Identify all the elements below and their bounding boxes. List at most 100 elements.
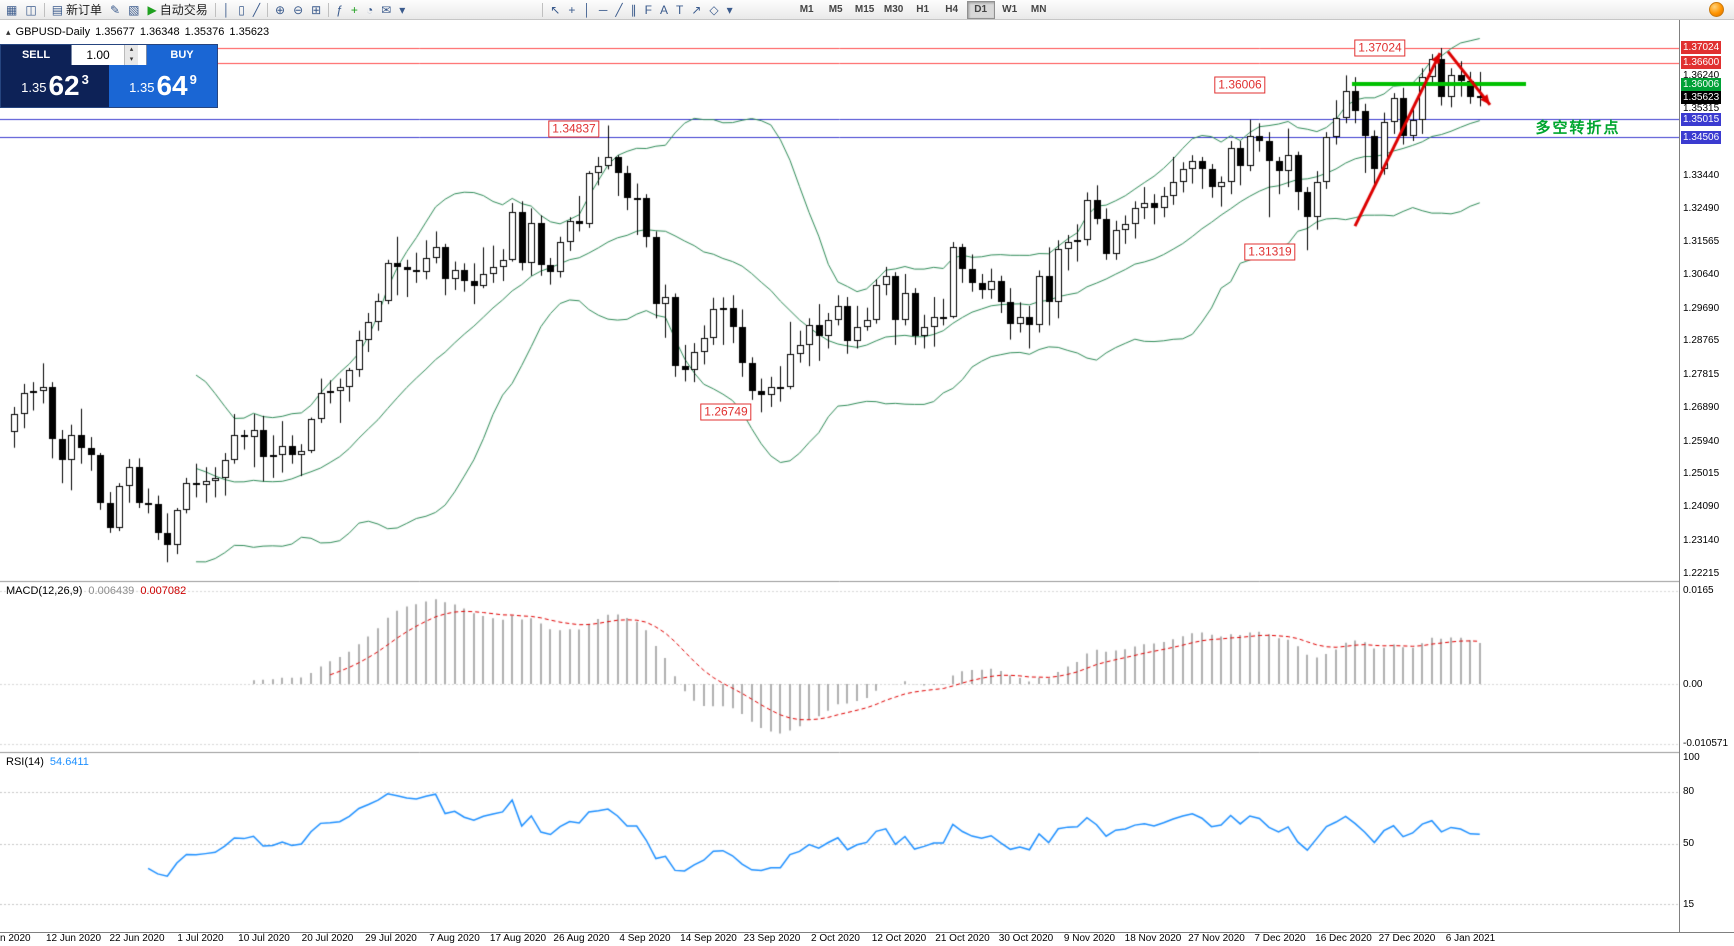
mailbox-icon: ✉ <box>381 2 392 17</box>
date-label: 29 Jul 2020 <box>365 933 417 944</box>
volume-field: ▴ ▾ <box>71 45 147 65</box>
turning-point-note: 多空转折点 <box>1535 119 1621 137</box>
navigator-button[interactable]: ▧ <box>124 0 143 20</box>
timeframe-buttons: M1 M5 M15 M30 H1 H4 D1 W1 MN <box>793 0 1053 19</box>
toolbar: ▦ ◫ ▤ 新订单 ✎ ▧ ▶ 自动交易 │ ▯ ╱ ⊕ ⊖ ⊞ ƒ + ◔ ✉ ▾ ↖ + │ ─ ╱ ∥ F A T ↗ ◇ ▾ M1 M… <box>0 0 1734 20</box>
zoom-out-button[interactable]: ⊖ <box>289 0 307 20</box>
mailbox-button[interactable]: ✉ <box>377 0 395 20</box>
price-scale-label: 1.23140 <box>1683 534 1720 546</box>
text-button[interactable]: A <box>656 0 672 20</box>
price-annotation-tag: 1.34837 <box>548 120 600 138</box>
autotrading-button[interactable]: ▶ 自动交易 <box>143 0 211 20</box>
price-scale-label: 1.30640 <box>1683 268 1720 280</box>
price-scale-label: 1.29690 <box>1683 302 1720 314</box>
objects-dropdown-button[interactable]: ▾ <box>723 0 737 20</box>
macd-main-value: 0.006439 <box>88 585 135 597</box>
date-label: 27 Dec 2020 <box>1378 933 1436 944</box>
volume-down-button[interactable]: ▾ <box>124 55 138 65</box>
crosshair-button[interactable]: + <box>564 0 579 20</box>
fibonacci-icon: F <box>644 2 652 17</box>
horizontal-line-icon: ─ <box>598 2 608 17</box>
price-scale-label: 1.37024 <box>1681 41 1722 55</box>
chart-candlesticks-button[interactable]: ▯ <box>234 0 249 20</box>
price-annotation-tag: 1.36006 <box>1214 76 1266 94</box>
chart-candlesticks-icon: ▯ <box>238 2 245 17</box>
price-scale[interactable]: 1.37024 1.36600 1.36240 1.36006 1.35315 1.356… <box>1679 18 1734 933</box>
timeframe-h4-button[interactable]: H4 <box>945 4 959 15</box>
macd-title: MACD(12,26,9) <box>6 585 83 597</box>
indicators-button[interactable]: ƒ <box>332 0 347 20</box>
toolbar-buttons: ▦ ◫ ▤ 新订单 ✎ ▧ ▶ 自动交易 │ ▯ ╱ ⊕ ⊖ ⊞ ƒ + ◔ ✉ ▾ ↖ + │ ─ ╱ ∥ F A T ↗ ◇ ▾ <box>2 0 737 20</box>
timeframe-mn-button[interactable]: MN <box>1030 4 1047 15</box>
price-scale-label: 1.27815 <box>1683 369 1720 381</box>
rsi-value: 54.6411 <box>49 756 89 768</box>
timeframe-d1-button[interactable]: D1 <box>966 0 995 19</box>
price-scale-label: 1.36006 <box>1681 77 1722 91</box>
timeframe-h1-button[interactable]: H1 <box>916 4 930 15</box>
zoom-in-button[interactable]: ⊕ <box>271 0 289 20</box>
chart-bars-button[interactable]: │ <box>219 0 235 20</box>
indicators-icon: ƒ <box>336 2 343 17</box>
date-label: 14 Sep 2020 <box>680 933 737 944</box>
timeframe-m15-button[interactable]: M15 <box>854 4 875 15</box>
periods-button[interactable]: ◔ <box>362 0 377 20</box>
cursor-icon: ↖ <box>550 2 561 17</box>
one-click-trading-panel: SELL ▴ ▾ BUY 1.35 62 3 1.35 64 <box>0 44 218 108</box>
price-annotation-tag: 1.37024 <box>1354 39 1406 57</box>
price-scale-label: 1.33440 <box>1683 169 1720 181</box>
price-scale-label: 1.32490 <box>1683 203 1720 215</box>
metaeditor-button[interactable]: ✎ <box>106 0 124 20</box>
shapes-button[interactable]: ◇ <box>705 0 722 20</box>
autotrading-icon: ▶ <box>147 2 157 17</box>
price-scale-label: 0.00 <box>1683 678 1703 690</box>
new-chart-button[interactable]: ▦ <box>2 0 21 20</box>
buy-price-point: 9 <box>189 72 197 87</box>
buy-header: BUY <box>147 45 217 65</box>
arrows-tool-button[interactable]: ↗ <box>687 0 705 20</box>
sell-button[interactable]: 1.35 62 3 <box>1 65 109 107</box>
time-scale[interactable]: Jun 2020 12 Jun 2020 22 Jun 2020 1 Jul 2020… <box>0 932 1734 946</box>
vertical-line-icon: │ <box>583 2 591 17</box>
date-label: 12 Jun 2020 <box>45 933 102 944</box>
equidistant-channel-button[interactable]: ∥ <box>627 0 641 20</box>
add-indicator-icon: + <box>350 2 358 17</box>
volume-input[interactable] <box>72 45 124 65</box>
volume-up-button[interactable]: ▴ <box>124 45 138 55</box>
templates-dropdown-button[interactable]: ▾ <box>395 0 409 20</box>
rsi-label: RSI(14) 54.6411 <box>6 756 89 768</box>
price-scale-label: 80 <box>1683 786 1695 798</box>
timeframe-m5-button[interactable]: M5 <box>828 4 843 15</box>
symbol-icon: ▴ <box>6 26 11 37</box>
arrows-tool-icon: ↗ <box>691 2 702 17</box>
text-icon: A <box>659 2 668 17</box>
date-label: 10 Jul 2020 <box>238 933 290 944</box>
horizontal-line-button[interactable]: ─ <box>595 0 612 20</box>
text-label-button[interactable]: T <box>672 0 687 20</box>
new-chart-icon: ▦ <box>6 2 18 17</box>
ohlc-high: 1.36348 <box>139 26 180 38</box>
tile-windows-button[interactable]: ⊞ <box>307 0 325 20</box>
zoom-out-icon: ⊖ <box>293 2 304 17</box>
add-indicator-button[interactable]: + <box>347 0 362 20</box>
trendline-button[interactable]: ╱ <box>611 0 626 20</box>
fibonacci-button[interactable]: F <box>641 0 656 20</box>
vertical-line-button[interactable]: │ <box>579 0 595 20</box>
timeframe-m1-button[interactable]: M1 <box>799 4 814 15</box>
navigator-icon: ▧ <box>128 2 140 17</box>
sell-price-pips: 62 <box>48 70 80 101</box>
autotrading-label: 自动交易 <box>159 3 208 17</box>
main-chart-canvas[interactable] <box>0 18 1679 933</box>
timeframe-w1-button[interactable]: W1 <box>1002 4 1018 15</box>
timeframe-m30-button[interactable]: M30 <box>883 4 904 15</box>
rsi-title: RSI(14) <box>6 756 44 768</box>
new-order-button[interactable]: ▤ 新订单 <box>48 0 106 20</box>
buy-button[interactable]: 1.35 64 9 <box>109 65 217 107</box>
cursor-button[interactable]: ↖ <box>546 0 564 20</box>
price-scale-label: 50 <box>1683 838 1695 849</box>
notification-icon[interactable] <box>1709 2 1724 17</box>
profiles-button[interactable]: ◫ <box>21 0 40 20</box>
date-label: 1 Jul 2020 <box>177 933 224 944</box>
new-order-label: 新订单 <box>66 3 103 17</box>
price-scale-label: 1.31565 <box>1683 236 1720 248</box>
chart-line-button[interactable]: ╱ <box>249 0 264 20</box>
